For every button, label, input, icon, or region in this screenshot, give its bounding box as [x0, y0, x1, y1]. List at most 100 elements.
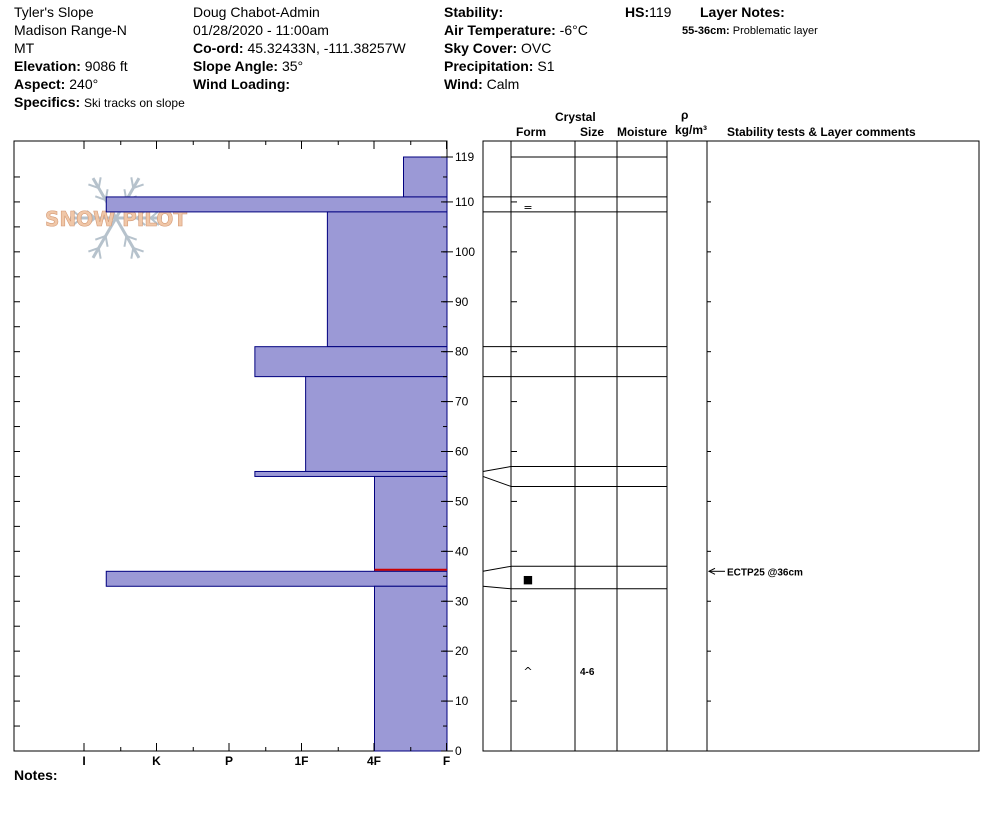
snowflake-branch: [130, 177, 135, 189]
sky-cover: Sky Cover: OVC: [444, 39, 551, 57]
x-tick-label: 4F: [367, 754, 381, 768]
slope-angle-value: 35°: [281, 58, 304, 74]
y-tick-label: 20: [455, 644, 469, 658]
hardness-layer-bar: [305, 376, 448, 472]
air-temp-value: -6°C: [559, 22, 588, 38]
notes: Notes:: [14, 766, 58, 784]
air-temp-label: Air Temperature:: [444, 22, 556, 38]
elevation-value: 9086 ft: [84, 58, 128, 74]
snowflake-branch: [88, 183, 100, 190]
mountain-range: Madison Range-N: [14, 22, 127, 38]
wind: Wind: Calm: [444, 75, 519, 93]
wind-value: Calm: [486, 76, 520, 92]
snowflake-branch: [72, 210, 83, 219]
layer-connector: [482, 465, 512, 472]
snow-height: HS:119: [625, 3, 671, 21]
grain-form-symbol: ^: [523, 665, 532, 678]
hardness-layer-bar: [403, 156, 448, 198]
grain-form-symbol: ■: [523, 573, 533, 586]
size-heading: Size: [580, 125, 605, 139]
slope-angle-label: Slope Angle:: [193, 58, 279, 74]
specifics-value: Ski tracks on slope: [84, 96, 185, 110]
layer-connector: [482, 565, 512, 572]
x-tick-label: 1F: [294, 754, 308, 768]
layer-connector: [482, 475, 512, 487]
x-tick-label: I: [82, 754, 85, 768]
snowflake-branch: [132, 246, 144, 253]
crystal-heading: Crystal: [555, 110, 596, 124]
snowpilot-logo-text: SNOW PILOT: [45, 207, 187, 231]
grain-size-value: 4-6: [580, 667, 595, 678]
hardness-layer-bar: [105, 570, 448, 587]
snowflake-branch: [130, 247, 135, 259]
x-tick-label: F: [443, 754, 450, 768]
aspect-value: 240°: [69, 76, 99, 92]
snowflake-branch: [86, 210, 96, 219]
snowflake-branch: [132, 183, 144, 190]
notes-label: Notes:: [14, 767, 58, 783]
observer: Doug Chabot-Admin: [193, 4, 320, 20]
layer-table-frame: [482, 140, 980, 752]
sky-cover-value: OVC: [521, 40, 552, 56]
y-tick-label: 60: [455, 445, 469, 459]
hardness-layer-bar: [254, 470, 448, 477]
site-name: Tyler's Slope: [14, 4, 94, 20]
stability-tests-heading: Stability tests & Layer comments: [727, 125, 916, 139]
state: MT: [14, 40, 35, 56]
hardness-layer-bar: [374, 475, 448, 572]
y-tick-label: 90: [455, 295, 469, 309]
grain-form-symbol: =: [523, 201, 532, 214]
hardness-layer-bar: [254, 346, 448, 378]
snowflake-branch: [97, 247, 102, 259]
date-time: 01/28/2020 - 11:00am: [193, 22, 329, 38]
y-tick-label: 80: [455, 345, 469, 359]
snowflake-arm: [91, 217, 118, 259]
precipitation-value: S1: [537, 58, 555, 74]
stability-test-label: ECTP25 @36cm: [727, 567, 803, 578]
y-tick-label: 30: [455, 594, 469, 608]
snowflake-branch: [94, 195, 106, 202]
x-tick-label: P: [225, 754, 233, 768]
elevation: Elevation: 9086 ft: [14, 57, 128, 75]
snowflake-branch: [88, 246, 100, 253]
snowflake-branch: [123, 235, 128, 247]
aspect: Aspect: 240°: [14, 75, 98, 93]
y-tick-label: 40: [455, 544, 469, 558]
x-tick-label: K: [152, 754, 161, 768]
hardness-layer-bar: [105, 196, 448, 213]
aspect-label: Aspect:: [14, 76, 66, 92]
y-tick-label: 0: [455, 744, 462, 758]
wind-loading: Wind Loading:: [193, 75, 290, 93]
elevation-label: Elevation:: [14, 58, 81, 74]
y-tick-label: 10: [455, 694, 469, 708]
snowflake-branch: [72, 217, 83, 226]
hs-value: 119: [649, 4, 672, 20]
coord-label: Co-ord:: [193, 40, 244, 56]
snowflake-branch: [94, 234, 106, 241]
y-tick-label: 70: [455, 395, 469, 409]
specifics: Specifics: Ski tracks on slope: [14, 93, 185, 112]
coordinates: Co-ord: 45.32433N, -111.38257W: [193, 39, 406, 57]
snowpilot-logo: SNOW PILOT: [45, 177, 188, 259]
snowflake-branch: [126, 234, 138, 241]
precipitation-label: Precipitation:: [444, 58, 534, 74]
y-tick-label: 100: [455, 245, 475, 259]
stability-test-arrowhead: [707, 567, 716, 575]
y-tick-label: 50: [455, 494, 469, 508]
wind-label: Wind:: [444, 76, 483, 92]
precipitation: Precipitation: S1: [444, 57, 554, 75]
density-unit-heading: kg/m³: [675, 123, 708, 137]
stability: Stability:: [444, 3, 503, 21]
wind-loading-label: Wind Loading:: [193, 76, 291, 92]
slope-angle: Slope Angle: 35°: [193, 57, 303, 75]
air-temperature: Air Temperature: -6°C: [444, 21, 588, 39]
coord-value: 45.32433N, -111.38257W: [247, 40, 406, 56]
rho-heading: ρ: [681, 108, 689, 122]
layer-connector: [482, 585, 512, 590]
layer-note: 55-36cm: Problematic layer: [682, 22, 818, 40]
hardness-layer-bar: [326, 211, 448, 348]
specifics-label: Specifics:: [14, 94, 81, 110]
snowflake-branch: [104, 235, 109, 247]
layer-note-text: Problematic layer: [732, 25, 818, 37]
